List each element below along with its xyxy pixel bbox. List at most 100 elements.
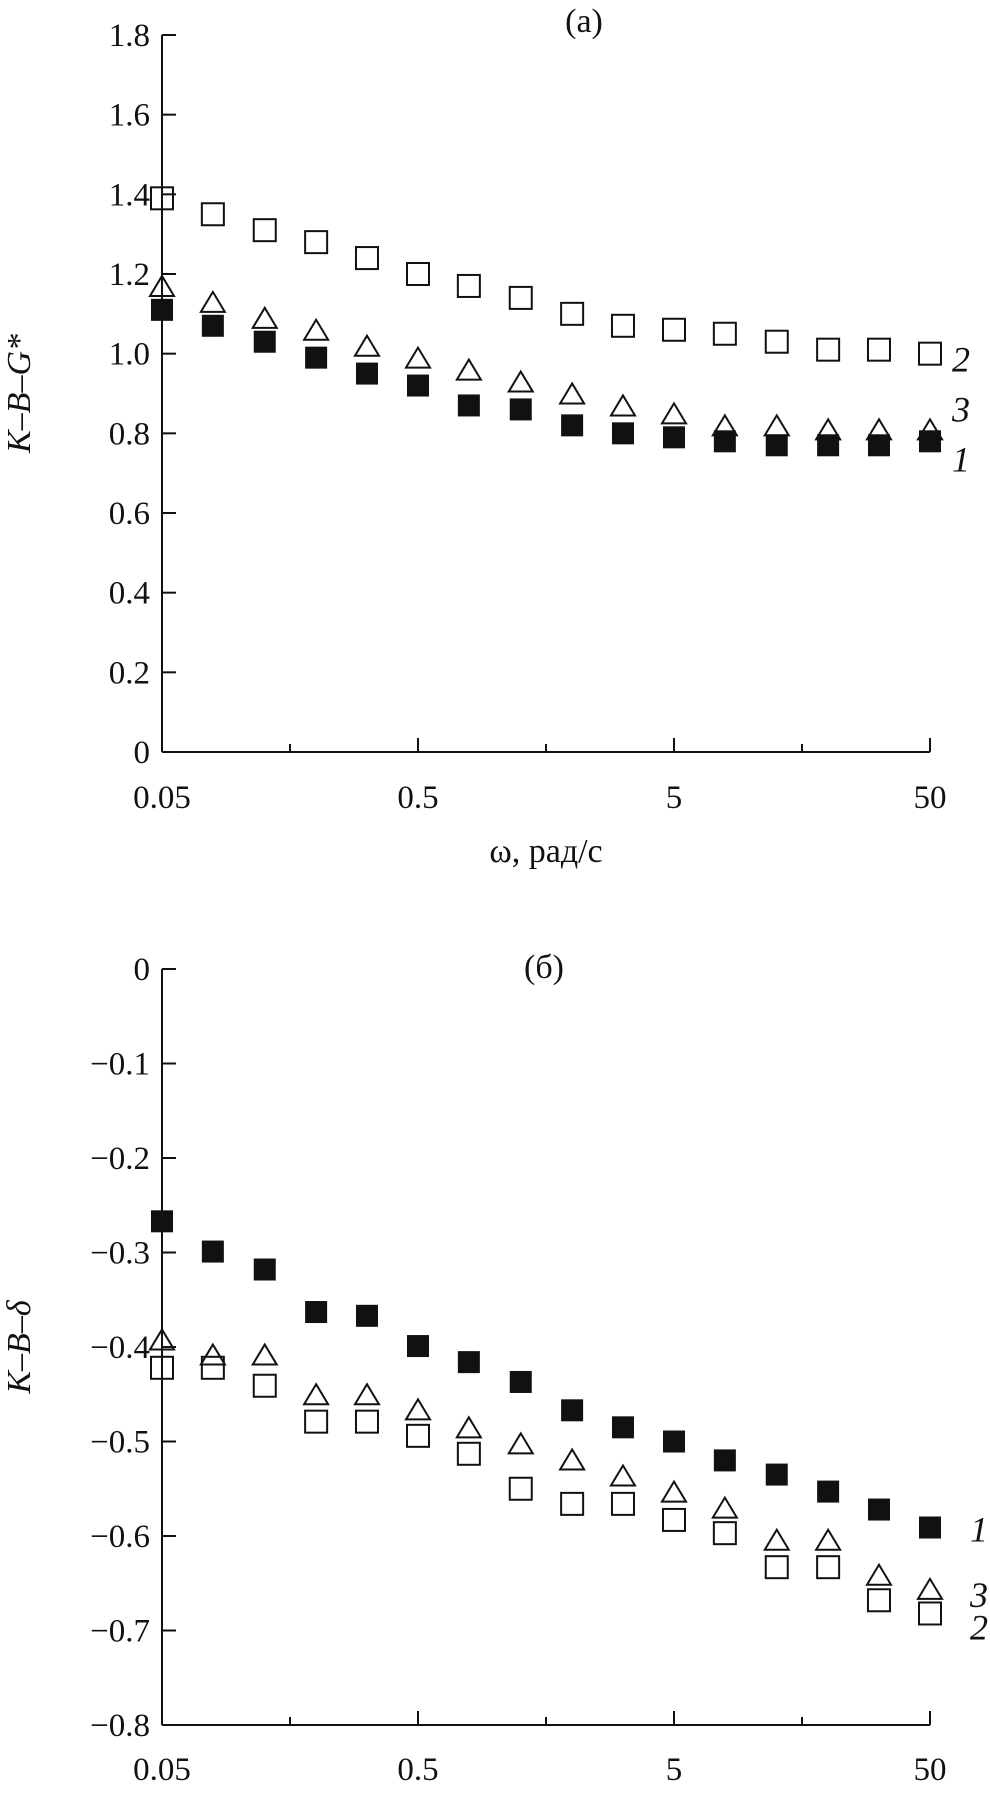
y-tick-label: 0.4 — [109, 576, 150, 612]
data-point — [148, 274, 176, 297]
data-point — [663, 426, 685, 449]
data-point — [304, 1409, 329, 1434]
data-point — [712, 321, 737, 346]
panel-a: 0 0.2 0.4 0.6 0.8 1.0 1.2 1.4 1.6 1.8 0.05 0.5 5 50 ω,… — [1, 3, 970, 870]
x-axis-title: ω, рад/с — [489, 1803, 602, 1808]
y-tick-label: −0.3 — [90, 1236, 150, 1272]
data-point — [817, 434, 840, 457]
series-3 — [148, 274, 944, 441]
data-point — [558, 381, 586, 405]
panel-label: (б) — [524, 949, 564, 986]
data-point — [200, 202, 225, 227]
data-point — [765, 434, 788, 457]
data-point — [765, 1463, 788, 1486]
series-1 — [151, 1210, 941, 1539]
y-tick-label: −0.1 — [90, 1047, 150, 1083]
data-point — [610, 1491, 635, 1516]
series-3 — [148, 1327, 944, 1600]
data-point — [609, 393, 637, 417]
data-point — [817, 1480, 840, 1503]
data-point — [919, 1516, 941, 1539]
x-axis-title: ω, рад/с — [489, 833, 602, 870]
data-point — [456, 273, 481, 298]
data-point — [711, 413, 739, 437]
data-point — [406, 262, 430, 286]
data-point — [353, 333, 381, 357]
data-point — [302, 317, 330, 341]
data-point — [508, 1476, 533, 1501]
y-axis-title: K–B–G* — [1, 334, 38, 454]
x-tick-label: 0.5 — [397, 1752, 438, 1788]
series-2 — [150, 186, 942, 366]
data-point — [354, 246, 379, 271]
data-point — [151, 298, 173, 321]
data-point — [148, 1327, 176, 1351]
data-point — [201, 314, 224, 337]
series-label: 1 — [952, 439, 970, 479]
data-point — [866, 337, 891, 362]
data-point — [764, 1555, 789, 1580]
y-axis-title: K–B–δ — [1, 1299, 38, 1394]
panel-b: 0 −0.1 −0.2 −0.3 −0.4 −0.5 −0.6 −0.7 −0.8 0.05 0.5… — [1, 949, 988, 1808]
data-point — [508, 285, 533, 310]
data-point — [918, 1601, 942, 1626]
data-point — [762, 1527, 791, 1551]
data-point — [919, 430, 941, 453]
series-2 — [150, 1355, 942, 1626]
data-point — [918, 341, 942, 366]
data-point — [662, 1507, 686, 1532]
data-point — [561, 414, 584, 437]
data-point — [305, 346, 328, 369]
y-tick-label: 1.2 — [109, 257, 150, 293]
data-point — [865, 1562, 893, 1586]
data-point — [455, 1415, 483, 1439]
data-point — [355, 362, 378, 385]
data-point — [764, 329, 789, 354]
data-point — [406, 1423, 430, 1448]
data-point — [865, 417, 893, 441]
series-1 — [151, 298, 941, 457]
y-tick-label: −0.4 — [90, 1330, 150, 1366]
y-tick-label: −0.7 — [90, 1614, 150, 1650]
data-point — [252, 218, 277, 243]
data-point — [611, 1416, 634, 1439]
y-tick-label: −0.2 — [90, 1141, 150, 1177]
data-point — [354, 1409, 379, 1434]
series-label: 3 — [951, 389, 970, 429]
data-point — [609, 1463, 637, 1487]
data-point — [560, 301, 585, 326]
data-point — [506, 369, 535, 393]
data-point — [712, 1521, 737, 1546]
data-point — [151, 1210, 173, 1233]
y-tick-label: 0.8 — [109, 416, 150, 452]
data-point — [302, 1382, 330, 1406]
data-point — [867, 1498, 890, 1521]
data-point — [407, 374, 429, 397]
data-point — [866, 1588, 891, 1613]
data-point — [762, 413, 791, 437]
data-point — [662, 317, 686, 342]
data-point — [250, 305, 279, 329]
series-label: 2 — [952, 340, 970, 380]
x-tick-label: 0.5 — [397, 780, 438, 816]
x-tick-label: 5 — [666, 780, 683, 816]
data-point — [250, 1342, 279, 1366]
data-point — [713, 1449, 736, 1472]
data-point — [560, 1491, 585, 1516]
y-tick-label: −0.6 — [90, 1519, 150, 1555]
y-tick-label: 0.2 — [109, 655, 150, 691]
y-tick-label: 1.8 — [109, 18, 150, 54]
data-point — [252, 1373, 277, 1398]
y-tick-label: 0.6 — [109, 496, 150, 532]
data-point — [456, 1441, 481, 1466]
y-tick-label: −0.5 — [90, 1425, 150, 1461]
data-point — [814, 1527, 842, 1551]
data-point — [404, 345, 432, 369]
data-point — [663, 1430, 685, 1453]
data-point — [150, 1355, 174, 1380]
x-tick-label: 5 — [666, 1752, 683, 1788]
y-tick-label: 1.0 — [109, 337, 150, 373]
data-point — [509, 398, 532, 421]
data-point — [199, 1342, 227, 1366]
